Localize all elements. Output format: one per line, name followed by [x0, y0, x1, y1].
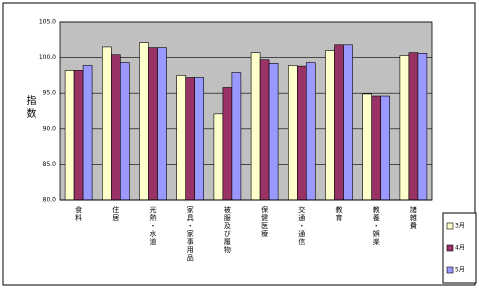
- y-tick-label: 90.0: [43, 125, 57, 132]
- x-tick-label: 住居: [112, 205, 120, 222]
- x-tick-label: 保健医療: [261, 205, 269, 238]
- bar: [371, 95, 382, 201]
- x-tick-label: 被服及び履物: [223, 205, 231, 254]
- bar: [408, 52, 419, 201]
- bar: [259, 59, 270, 201]
- bar: [268, 62, 279, 201]
- bar: [120, 62, 130, 201]
- y-tick-label: 100.0: [39, 54, 56, 61]
- bar: [157, 47, 167, 201]
- legend-swatch: [446, 266, 454, 274]
- legend-label: 4月: [455, 245, 465, 252]
- bar: [213, 113, 224, 201]
- bar: [222, 87, 233, 201]
- x-tick-label: 諸雑費: [409, 205, 417, 230]
- bar: [287, 65, 298, 201]
- bar: [343, 44, 353, 201]
- bar: [82, 65, 93, 201]
- y-tick-label: 95.0: [43, 90, 57, 97]
- y-axis-label: 指数: [24, 94, 36, 121]
- legend-label: 5月: [455, 267, 465, 274]
- bar: [111, 54, 121, 201]
- bar: [305, 62, 316, 201]
- legend-label: 3月: [455, 223, 465, 230]
- bar: [139, 42, 149, 201]
- x-tick-label: 食料: [75, 205, 83, 222]
- y-tick-label: 105.0: [39, 19, 56, 26]
- x-tick-label: 教育: [335, 205, 343, 222]
- x-tick-label: 交通・通信: [298, 205, 306, 246]
- bar: [399, 55, 410, 201]
- bar: [148, 47, 158, 201]
- bar: [362, 93, 373, 201]
- x-tick-label: 教養・娯楽: [372, 205, 380, 246]
- y-tick-label: 80.0: [43, 197, 57, 204]
- bar: [73, 70, 84, 201]
- bar: [250, 52, 261, 201]
- bar: [296, 65, 307, 201]
- bar: [334, 44, 344, 201]
- x-tick-label: 光熱・水道: [149, 205, 157, 246]
- y-tick-label: 85.0: [43, 161, 57, 168]
- legend-swatch: [446, 222, 454, 230]
- bar: [325, 50, 335, 201]
- x-tick-label: 家具・家事用品: [186, 205, 194, 262]
- bar: [194, 77, 204, 201]
- bar: [176, 75, 186, 201]
- bar: [380, 95, 391, 201]
- bar: [417, 53, 428, 201]
- bar: [64, 70, 75, 201]
- bar: [231, 72, 242, 201]
- bar: [102, 46, 112, 201]
- legend-swatch: [446, 244, 454, 252]
- bar: [185, 77, 195, 201]
